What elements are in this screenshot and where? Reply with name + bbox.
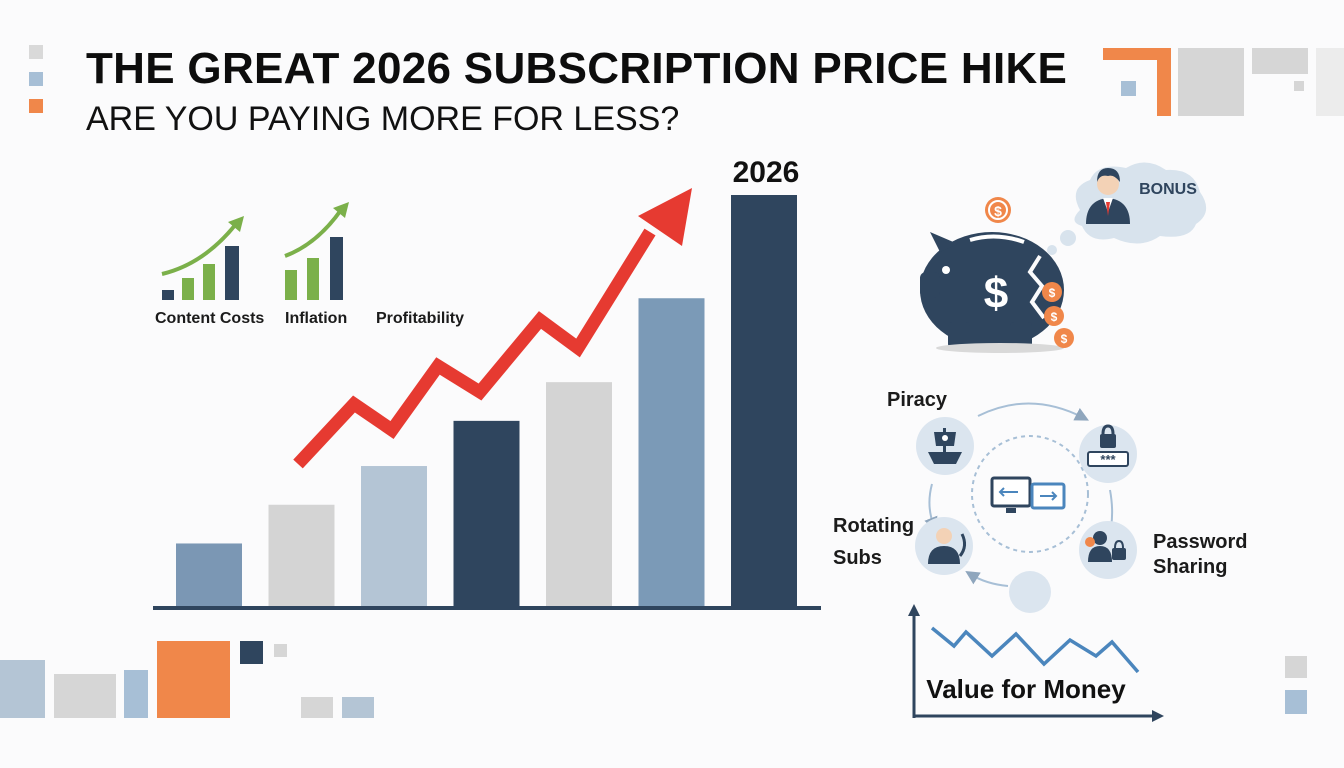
rising-bar-chart-icon: [161, 216, 244, 300]
chart-bar: [638, 298, 705, 608]
cycle-label-password-sharing: Password Sharing: [1153, 531, 1248, 578]
piggy-bank-icon: BONUS $ $ $ $ $: [920, 162, 1207, 353]
decor-square: [1178, 48, 1244, 116]
thought-bubble: BONUS: [1047, 162, 1207, 255]
decor-square: [29, 72, 43, 86]
decor-square: [342, 697, 374, 718]
decor-square: [301, 697, 333, 718]
decor-square: [274, 644, 287, 657]
decor-square: [54, 674, 116, 718]
chart-bar: [176, 543, 242, 608]
svg-text:***: ***: [1100, 452, 1116, 467]
chart-bar: [361, 466, 427, 608]
trend-arrow-line: [293, 228, 656, 469]
page-title: THE GREAT 2026 SUBSCRIPTION PRICE HIKE: [86, 44, 1068, 93]
decor-square: [1294, 81, 1304, 91]
falling-coins-icon: $ $ $: [1042, 282, 1074, 348]
rising-bar-chart-icon: [284, 202, 349, 300]
svg-text:$: $: [1049, 286, 1056, 300]
cycle-diagram: ***: [915, 402, 1137, 613]
decor-bracket: [1157, 48, 1171, 116]
decor-square: [29, 45, 43, 59]
decor-square: [0, 660, 45, 718]
decor-square: [1252, 48, 1308, 74]
dollar-sign: $: [984, 269, 1008, 318]
svg-text:$: $: [994, 203, 1002, 219]
value-for-money-label: Value for Money: [926, 674, 1126, 704]
factor-label-inflation: Inflation: [285, 310, 348, 327]
svg-text:$: $: [1051, 310, 1058, 324]
decor-square: [240, 641, 263, 664]
cycle-node-blank: [1009, 571, 1051, 613]
cycle-label-rotating-subs: Rotating Subs: [833, 515, 915, 569]
decor-square: [1121, 81, 1136, 96]
decor-square: [1316, 48, 1344, 116]
decor-square: [1285, 690, 1307, 714]
factor-label-profitability: Profitability: [376, 310, 465, 327]
trend-arrow-head: [638, 188, 692, 246]
chart-bar: [268, 504, 335, 608]
decor-bracket: [1103, 48, 1171, 60]
decor-square: [124, 670, 148, 718]
chart-bar: [546, 382, 612, 608]
bar-label-2026: 2026: [733, 156, 800, 189]
cycle-label-piracy: Piracy: [887, 389, 948, 411]
page-subtitle: ARE YOU PAYING MORE FOR LESS?: [86, 100, 680, 138]
switching-screens-icon: [990, 476, 1066, 513]
value-trend-line: [930, 626, 1140, 674]
svg-text:$: $: [1061, 332, 1068, 346]
decor-square: [1285, 656, 1307, 678]
decor-square: [29, 99, 43, 113]
value-for-money-chart: Value for Money: [908, 604, 1164, 722]
factor-label-content-costs: Content Costs: [155, 310, 265, 327]
chart-bar: [731, 195, 797, 608]
chart-bar: [453, 420, 520, 608]
bubble-text: BONUS: [1139, 181, 1197, 198]
decor-square: [157, 641, 230, 718]
